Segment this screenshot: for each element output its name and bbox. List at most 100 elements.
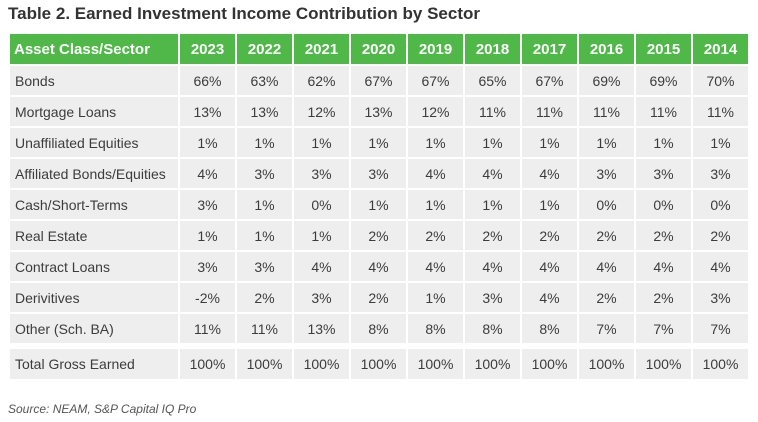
table-cell: 8%	[465, 314, 520, 343]
table-cell: 3%	[180, 252, 235, 281]
table-cell: 1%	[579, 128, 634, 157]
table-cell: 0%	[636, 190, 691, 219]
table-cell: 1%	[522, 190, 577, 219]
column-header-year: 2021	[294, 34, 349, 64]
column-header-year: 2022	[237, 34, 292, 64]
column-header-year: 2020	[351, 34, 406, 64]
table-cell: 0%	[294, 190, 349, 219]
table-cell: 1%	[351, 190, 406, 219]
table-cell: 1%	[408, 283, 463, 312]
table-cell: 12%	[408, 97, 463, 126]
separator-cell	[10, 345, 748, 347]
row-label: Bonds	[10, 66, 178, 95]
table-cell: 2%	[636, 221, 691, 250]
table-cell: 100%	[408, 349, 463, 379]
table-cell: 3%	[237, 159, 292, 188]
table-cell: 1%	[180, 128, 235, 157]
table-cell: 2%	[408, 221, 463, 250]
table-body: Bonds 66% 63% 62% 67% 67% 65% 67% 69% 69% 70% Mortg…	[10, 66, 748, 379]
table-cell: 13%	[351, 97, 406, 126]
table-cell: 1%	[237, 128, 292, 157]
header-row: Asset Class/Sector 2023 2022 2021 2020 2…	[10, 34, 748, 64]
table-cell: 1%	[465, 128, 520, 157]
table-cell: 62%	[294, 66, 349, 95]
table-cell: 13%	[237, 97, 292, 126]
row-label: Derivitives	[10, 283, 178, 312]
table-cell: 2%	[522, 221, 577, 250]
table-cell: 70%	[693, 66, 748, 95]
table-cell: 4%	[294, 252, 349, 281]
table-cell: 1%	[636, 128, 691, 157]
row-label: Unaffiliated Equities	[10, 128, 178, 157]
table-cell: 4%	[408, 159, 463, 188]
table-cell: 3%	[693, 159, 748, 188]
column-header-year: 2017	[522, 34, 577, 64]
table-cell: 11%	[522, 97, 577, 126]
row-label: Real Estate	[10, 221, 178, 250]
table-cell: 11%	[579, 97, 634, 126]
table-cell: 2%	[351, 283, 406, 312]
row-label: Mortgage Loans	[10, 97, 178, 126]
table-cell: 100%	[351, 349, 406, 379]
table-cell: 67%	[522, 66, 577, 95]
table-cell: 100%	[579, 349, 634, 379]
table-row: Derivitives -2% 2% 3% 2% 1% 3% 4% 2% 2% 3%	[10, 283, 748, 312]
table-cell: 100%	[636, 349, 691, 379]
table-cell: 69%	[636, 66, 691, 95]
table-cell: 2%	[351, 221, 406, 250]
table-cell: 2%	[636, 283, 691, 312]
table-cell: 65%	[465, 66, 520, 95]
table-row: Contract Loans 3% 3% 4% 4% 4% 4% 4% 4% 4% 4%	[10, 252, 748, 281]
table-cell: 67%	[408, 66, 463, 95]
table-cell: 3%	[294, 283, 349, 312]
column-header-year: 2019	[408, 34, 463, 64]
row-label: Contract Loans	[10, 252, 178, 281]
table-cell: 0%	[579, 190, 634, 219]
table-cell: 100%	[294, 349, 349, 379]
table-cell: 4%	[579, 252, 634, 281]
row-label: Other (Sch. BA)	[10, 314, 178, 343]
table-row: Real Estate 1% 1% 1% 2% 2% 2% 2% 2% 2% 2%	[10, 221, 748, 250]
table-cell: 4%	[465, 159, 520, 188]
table-cell: 1%	[237, 190, 292, 219]
table-cell: 7%	[693, 314, 748, 343]
table-cell: 7%	[579, 314, 634, 343]
table-cell: 3%	[351, 159, 406, 188]
column-header-sector: Asset Class/Sector	[10, 34, 178, 64]
table-cell: 1%	[693, 128, 748, 157]
total-row: Total Gross Earned 100% 100% 100% 100% 100% 10…	[10, 349, 748, 379]
table-cell: 2%	[465, 221, 520, 250]
sector-income-table: Asset Class/Sector 2023 2022 2021 2020 2…	[8, 32, 750, 381]
table-cell: 7%	[636, 314, 691, 343]
table-row: Mortgage Loans 13% 13% 12% 13% 12% 11% 11% 11% 11…	[10, 97, 748, 126]
table-cell: 100%	[180, 349, 235, 379]
table-cell: 11%	[465, 97, 520, 126]
table-row: Bonds 66% 63% 62% 67% 67% 65% 67% 69% 69% 70%	[10, 66, 748, 95]
table-cell: 4%	[693, 252, 748, 281]
table-cell: 0%	[693, 190, 748, 219]
table-cell: 8%	[522, 314, 577, 343]
table-cell: 11%	[237, 314, 292, 343]
table-cell: 8%	[351, 314, 406, 343]
table-cell: 100%	[693, 349, 748, 379]
table-cell: 100%	[465, 349, 520, 379]
column-header-year: 2014	[693, 34, 748, 64]
table-cell: 63%	[237, 66, 292, 95]
table-cell: 2%	[693, 221, 748, 250]
table-cell: 1%	[408, 128, 463, 157]
table-row: Unaffiliated Equities 1% 1% 1% 1% 1% 1% 1% 1% 1% 1…	[10, 128, 748, 157]
table-cell: 1%	[294, 128, 349, 157]
table-cell: 4%	[180, 159, 235, 188]
table-cell: 3%	[465, 283, 520, 312]
table-cell: 3%	[180, 190, 235, 219]
table-cell: 2%	[579, 221, 634, 250]
table-cell: 8%	[408, 314, 463, 343]
table-cell: 4%	[408, 252, 463, 281]
table-cell: 2%	[579, 283, 634, 312]
table-cell: 66%	[180, 66, 235, 95]
table-cell: 11%	[636, 97, 691, 126]
row-label: Cash/Short-Terms	[10, 190, 178, 219]
table-cell: 1%	[522, 128, 577, 157]
source-note: Source: NEAM, S&P Capital IQ Pro	[8, 402, 197, 416]
table-cell: 1%	[408, 190, 463, 219]
